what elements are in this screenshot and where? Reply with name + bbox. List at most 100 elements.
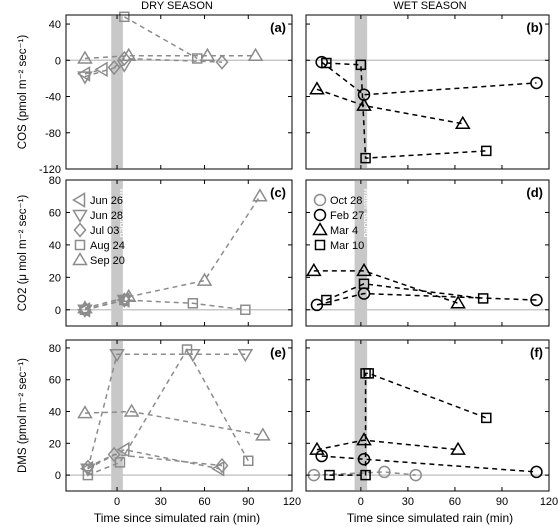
data-point-diamond <box>81 459 95 475</box>
series-line-triangle-up <box>316 88 463 125</box>
data-point-square <box>82 469 94 481</box>
data-point-square <box>187 298 199 309</box>
series-line-square <box>123 16 198 60</box>
data-point-square <box>114 457 126 468</box>
data-point-circle <box>357 452 371 466</box>
data-point-triangle-up <box>123 403 140 417</box>
x-tick-label: 30 <box>155 496 167 508</box>
series-line-triangle-left <box>84 68 103 75</box>
panel-b: (b) <box>305 14 550 170</box>
data-point-circle-gray <box>409 468 422 482</box>
column-title-wet: WET SEASON <box>393 0 466 12</box>
data-point-diamond <box>117 50 131 67</box>
series-line-circle <box>316 292 537 306</box>
x-tick-label: 90 <box>242 496 254 508</box>
water-added-band <box>111 181 123 325</box>
data-point-triangle-left <box>211 460 225 477</box>
data-point-triangle-up <box>255 427 271 441</box>
legend-label: Sep 20 <box>90 255 125 267</box>
legend-label: Oct 28 <box>330 195 362 207</box>
series-line-triangle-down <box>87 353 246 469</box>
data-point-triangle-up <box>454 115 471 129</box>
water-added-label: water added <box>362 187 372 238</box>
panel-label: (d) <box>526 185 543 200</box>
y-axis-label: CO2 (μ mol m⁻² sec⁻¹) <box>17 195 29 312</box>
legend-label: Jun 28 <box>90 210 123 222</box>
data-point-square <box>321 57 332 69</box>
data-point-triangle-up <box>306 262 322 277</box>
series-line-triangle-down <box>84 64 125 78</box>
x-tick-label: 120 <box>540 496 558 508</box>
data-point-triangle-up <box>356 432 372 446</box>
data-point-square <box>243 455 254 467</box>
data-point-triangle-up <box>356 97 372 111</box>
y-tick-label: 0 <box>55 305 61 317</box>
series-line-square <box>329 372 487 476</box>
series-line-triangle-up <box>316 439 459 451</box>
x-tick-label: 90 <box>496 496 508 508</box>
data-point-triangle-down <box>77 71 93 85</box>
water-added-band <box>111 341 123 490</box>
legend-marker-square <box>314 239 326 251</box>
series-line-circle <box>321 455 537 473</box>
legend-marker-triangle-left <box>72 192 86 208</box>
data-point-square <box>324 469 335 481</box>
data-point-triangle-up <box>196 272 213 286</box>
panel-frame <box>305 14 550 170</box>
y-tick-label: 20 <box>49 272 61 284</box>
series-line-triangle-up <box>84 195 261 309</box>
data-point-circle-gray <box>378 465 391 479</box>
data-point-triangle-down <box>237 349 254 363</box>
legend-label: Mar 4 <box>330 225 358 237</box>
data-point-square <box>481 412 492 424</box>
y-tick-label: 40 <box>49 407 61 419</box>
legend-label: Aug 24 <box>90 240 125 252</box>
panel-frame <box>65 179 293 327</box>
data-point-circle <box>530 293 543 307</box>
x-tick-label: 60 <box>198 496 210 508</box>
series-line-square <box>326 283 484 301</box>
legend-label: Feb 27 <box>330 210 364 222</box>
series-line-triangle-up <box>84 55 256 60</box>
water-added-band <box>354 341 368 490</box>
data-point-diamond <box>215 457 229 474</box>
panel-d: water added (d) Oct 28 Feb 27 Mar 4 Mar 10 <box>305 179 550 327</box>
data-point-triangle-down <box>185 349 201 363</box>
data-point-diamond <box>215 54 229 70</box>
data-point-circle <box>530 76 543 90</box>
data-point-square <box>119 294 130 306</box>
data-point-triangle-up <box>120 288 137 303</box>
data-point-triangle-up <box>450 295 466 309</box>
y-tick-label: 80 <box>49 343 61 355</box>
y-tick-label: 0 <box>55 470 61 482</box>
data-point-diamond <box>107 446 121 463</box>
x-tick-label: 0 <box>114 496 120 508</box>
series-line-circle-gray <box>313 471 416 476</box>
panel-label: (f) <box>530 345 543 360</box>
y-tick-label: 20 <box>49 438 61 450</box>
panel-c: water added 0 20 40 60 80 (c) CO2 (μ mol m⁻² se… <box>17 175 293 327</box>
panel-label: (a) <box>270 20 286 35</box>
data-point-triangle-up <box>356 262 372 277</box>
series-line-diamond <box>87 453 223 468</box>
legend-marker-triangle-down <box>72 209 88 223</box>
data-point-square <box>181 344 193 355</box>
panel-label: (c) <box>270 185 286 200</box>
data-point-square <box>481 145 492 157</box>
y-tick-label: -80 <box>45 128 61 140</box>
x-tick-label: 120 <box>283 496 301 508</box>
series-line-triangle-up <box>84 410 263 437</box>
data-point-diamond <box>107 59 121 76</box>
y-axis-label: DMS (pmol m⁻² sec⁻¹) <box>17 358 29 473</box>
panel-frame <box>65 339 293 492</box>
y-tick-label: 80 <box>49 175 61 187</box>
panel-frame <box>305 179 550 327</box>
legend-marker-square <box>74 239 86 251</box>
water-added-band <box>111 16 123 168</box>
legend-marker-triangle-up <box>312 222 328 236</box>
data-point-square <box>355 59 367 71</box>
water-added-label: water added <box>118 187 128 238</box>
data-point-square <box>477 293 489 304</box>
y-tick-label: 60 <box>49 375 61 387</box>
